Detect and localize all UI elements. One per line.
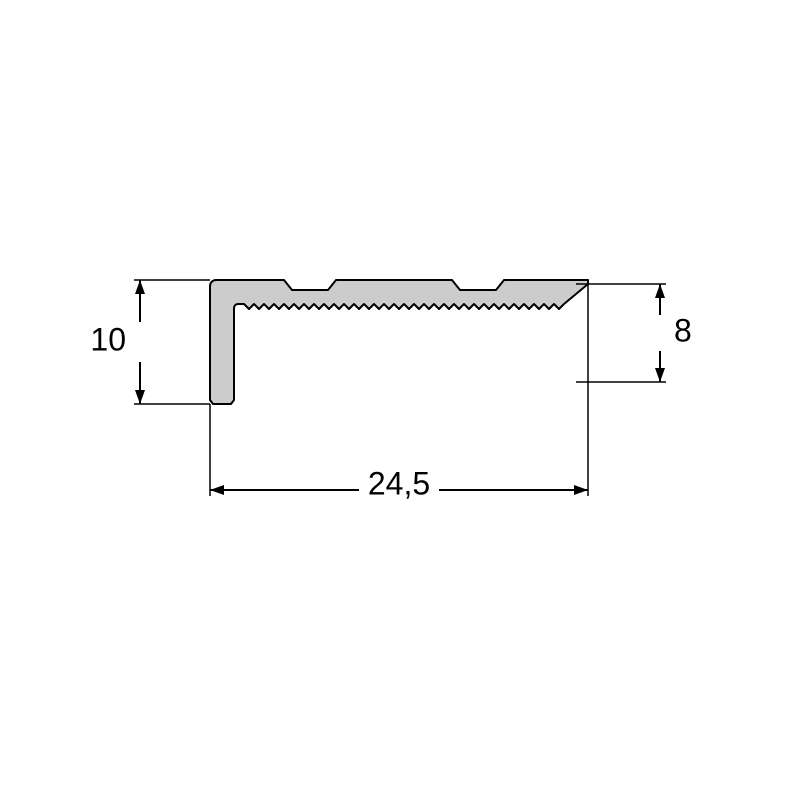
dimension-label-height-left: 10: [90, 321, 126, 357]
dimension-arrowhead: [135, 280, 145, 294]
dimension-arrowhead: [655, 284, 665, 298]
dimension-label-width: 24,5: [368, 465, 430, 501]
profile-cross-section: [210, 280, 588, 404]
dimension-arrowhead: [574, 485, 588, 495]
dimension-arrowhead: [210, 485, 224, 495]
dimension-arrowhead: [135, 390, 145, 404]
dimension-label-height-right: 8: [674, 312, 692, 348]
dimension-arrowhead: [655, 368, 665, 382]
cross-section-drawing: 10 8 24,5: [0, 0, 800, 800]
